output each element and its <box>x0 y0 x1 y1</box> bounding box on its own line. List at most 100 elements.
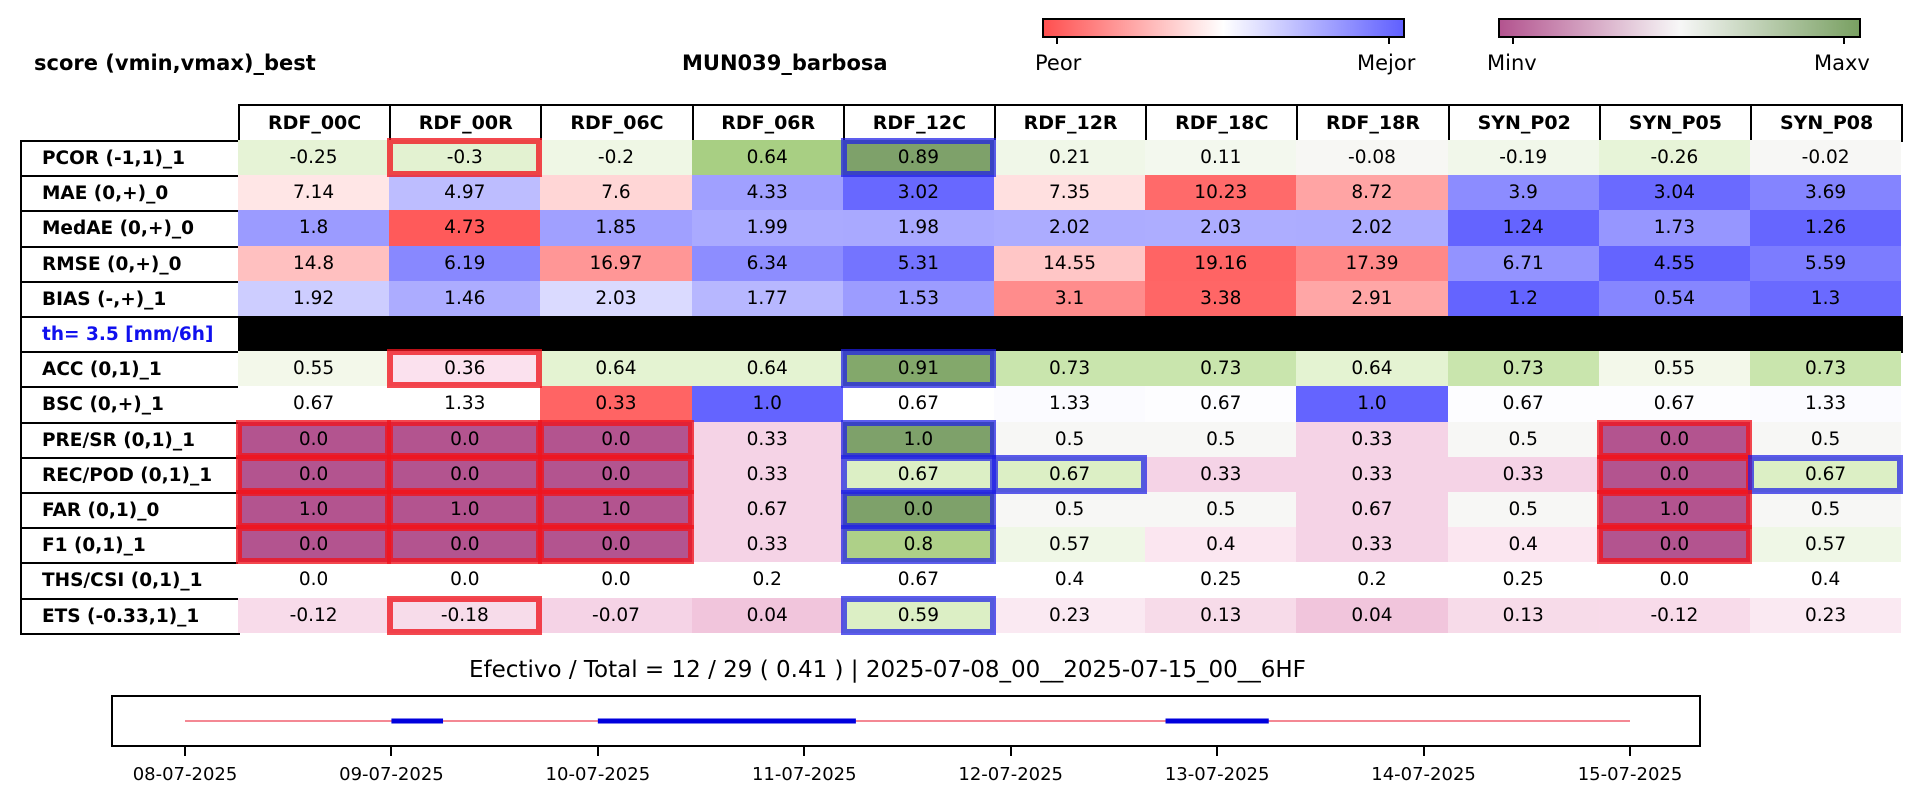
table-cell: 0.73 <box>1145 351 1297 387</box>
table-cell: 1.46 <box>389 280 541 316</box>
column-header: RDF_00R <box>389 104 543 142</box>
timeline-tick-label: 14-07-2025 <box>1371 764 1476 785</box>
table-cell: 1.53 <box>842 280 994 316</box>
table-cell: 0.33 <box>1296 527 1448 563</box>
table-cell: 0.73 <box>994 351 1146 387</box>
table-cell: 0.0 <box>1598 456 1750 492</box>
table-cell: 1.2 <box>1447 280 1599 316</box>
table-cell: 0.4 <box>1145 527 1297 563</box>
table-cell: 3.69 <box>1750 175 1902 211</box>
table-cell: 0.55 <box>1598 351 1750 387</box>
table-cell: 0.73 <box>1750 351 1902 387</box>
timeline-plot <box>185 718 1630 724</box>
table-cell: 0.33 <box>1296 421 1448 457</box>
table-cell: -0.12 <box>1598 597 1750 633</box>
table-cell: -0.02 <box>1750 140 1902 176</box>
table-cell: 1.33 <box>994 386 1146 422</box>
column-header: SYN_P02 <box>1447 104 1601 142</box>
table-cell: 0.33 <box>1447 456 1599 492</box>
row-header: PCOR (-1,1)_1 <box>20 140 240 178</box>
table-cell: 1.0 <box>691 386 843 422</box>
table-cell: -0.2 <box>540 140 692 176</box>
table-cell: 0.57 <box>994 527 1146 563</box>
table-cell: 4.55 <box>1598 245 1750 281</box>
column-header: RDF_12R <box>994 104 1148 142</box>
table-cell: 0.2 <box>691 562 843 598</box>
table-cell: 0.4 <box>1750 562 1902 598</box>
table-cell: 0.25 <box>1145 562 1297 598</box>
colorbar-tick <box>1388 36 1390 44</box>
table-cell: 1.98 <box>842 210 994 246</box>
table-cell: 0.67 <box>691 492 843 528</box>
table-cell: 1.0 <box>1296 386 1448 422</box>
table-cell: 1.0 <box>1598 492 1750 528</box>
timeline-tick <box>1629 747 1631 756</box>
table-cell: 0.67 <box>1750 456 1902 492</box>
column-header: SYN_P08 <box>1750 104 1904 142</box>
table-cell: 0.0 <box>540 421 692 457</box>
table-cell: 0.0 <box>238 562 390 598</box>
column-header: SYN_P05 <box>1598 104 1752 142</box>
table-cell: 0.04 <box>691 597 843 633</box>
timeline-tick <box>390 747 393 756</box>
table-cell: 7.35 <box>994 175 1146 211</box>
row-header: F1 (0,1)_1 <box>20 527 240 565</box>
table-cell: -0.26 <box>1598 140 1750 176</box>
table-cell: 0.0 <box>540 562 692 598</box>
column-header: RDF_18R <box>1296 104 1450 142</box>
timeline-tick <box>184 747 186 756</box>
table-cell: 2.03 <box>540 280 692 316</box>
table-cell: 7.6 <box>540 175 692 211</box>
timeline-tick <box>803 747 806 756</box>
row-header: BIAS (-,+)_1 <box>20 280 240 318</box>
table-cell: 0.5 <box>1750 421 1902 457</box>
table-cell: 0.0 <box>1598 527 1750 563</box>
threshold-separator-bar <box>238 316 1904 354</box>
column-header: RDF_06C <box>540 104 694 142</box>
table-cell: 16.97 <box>540 245 692 281</box>
table-cell: 0.67 <box>842 386 994 422</box>
score-colorbar <box>1042 18 1405 38</box>
table-cell: 0.0 <box>540 527 692 563</box>
table-cell: 1.33 <box>389 386 541 422</box>
table-cell: 0.0 <box>389 562 541 598</box>
table-cell: 0.89 <box>842 140 994 176</box>
table-cell: 0.0 <box>238 456 390 492</box>
table-cell: 0.11 <box>1145 140 1297 176</box>
timeline-tick-label: 08-07-2025 <box>132 764 238 785</box>
table-cell: 0.21 <box>994 140 1146 176</box>
table-cell: 14.55 <box>994 245 1146 281</box>
table-cell: -0.07 <box>540 597 692 633</box>
table-cell: 1.24 <box>1447 210 1599 246</box>
table-cell: 0.0 <box>1598 562 1750 598</box>
colorbar-tick <box>1056 36 1058 44</box>
colorbar-high-label: Mejor <box>1357 51 1416 75</box>
table-cell: 1.73 <box>1598 210 1750 246</box>
table-cell: 0.0 <box>238 421 390 457</box>
table-cell: 0.5 <box>1750 492 1902 528</box>
effective-summary: Efectivo / Total = 12 / 29 ( 0.41 ) | 20… <box>469 657 1306 683</box>
table-cell: -0.08 <box>1296 140 1448 176</box>
table-cell: 0.2 <box>1296 562 1448 598</box>
table-cell: 0.64 <box>691 140 843 176</box>
table-cell: 0.33 <box>1296 456 1448 492</box>
row-header: THS/CSI (0,1)_1 <box>20 562 240 600</box>
table-cell: 0.57 <box>1750 527 1902 563</box>
row-header: BSC (0,+)_1 <box>20 386 240 424</box>
table-cell: 0.67 <box>994 456 1146 492</box>
table-cell: 0.33 <box>1145 456 1297 492</box>
table-cell: 4.33 <box>691 175 843 211</box>
table-cell: 2.91 <box>1296 280 1448 316</box>
table-cell: 0.25 <box>1447 562 1599 598</box>
colorbar-tick <box>1512 36 1514 44</box>
row-header: MedAE (0,+)_0 <box>20 210 240 248</box>
table-cell: 8.72 <box>1296 175 1448 211</box>
table-cell: 3.38 <box>1145 280 1297 316</box>
table-cell: 0.0 <box>389 527 541 563</box>
table-cell: 1.3 <box>1750 280 1902 316</box>
column-header: RDF_18C <box>1145 104 1299 142</box>
table-cell: 0.67 <box>1447 386 1599 422</box>
table-cell: 0.64 <box>1296 351 1448 387</box>
table-cell: 0.0 <box>238 527 390 563</box>
table-cell: 1.0 <box>389 492 541 528</box>
